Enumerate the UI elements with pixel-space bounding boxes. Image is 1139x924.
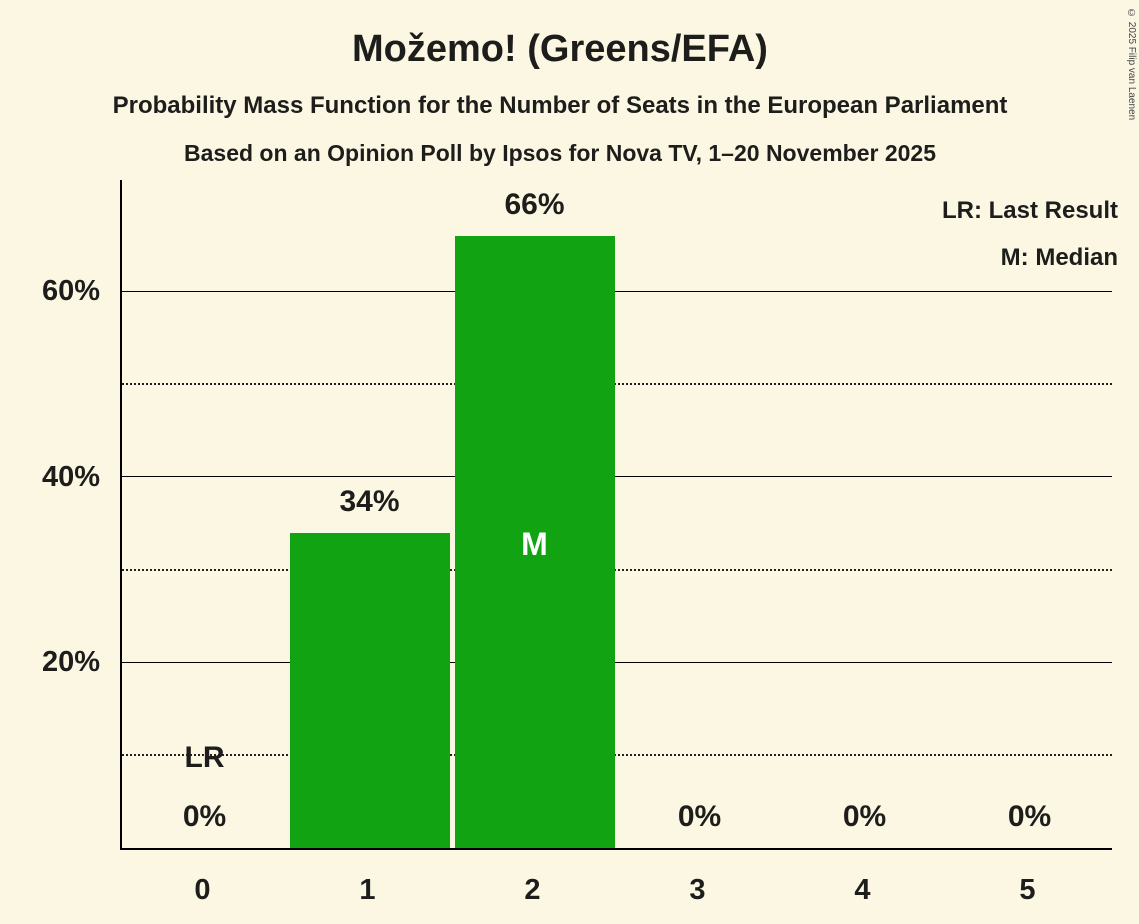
y-tick-label: 60%: [41, 275, 100, 308]
chart-source-line: Based on an Opinion Poll by Ipsos for No…: [184, 140, 936, 166]
x-tick-label: 4: [854, 874, 871, 906]
copyright-notice: © 2025 Filip van Laenen: [1126, 8, 1137, 121]
x-tick-label: 1: [359, 874, 376, 906]
y-tick-label: 40%: [41, 460, 100, 493]
x-axis-labels: 0 1 2 3 4 5: [120, 872, 1110, 912]
bar-value-label: 0%: [842, 800, 887, 833]
gridline-solid: [122, 290, 1112, 292]
chart-subtitle: Probability Mass Function for the Number…: [112, 92, 1008, 119]
gridline-solid: [122, 661, 1112, 663]
bar: [454, 235, 615, 848]
gridline-dotted: [122, 568, 1112, 571]
bar: [289, 532, 450, 848]
bar-value-label: 0%: [182, 800, 227, 833]
x-tick-label: 2: [524, 874, 541, 906]
bar-value-label: 0%: [677, 800, 722, 833]
gridline-dotted: [122, 754, 1112, 757]
y-tick-label: 20%: [41, 646, 100, 679]
bar-value-label: 0%: [1007, 800, 1052, 833]
last-result-label: LR: [184, 741, 225, 775]
median-label: M: [521, 525, 548, 562]
y-axis-labels: 20% 40% 60%: [0, 0, 100, 924]
x-tick-label: 0: [194, 874, 211, 906]
chart-title: Možemo! (Greens/EFA): [352, 28, 768, 70]
bar-value-label: 66%: [504, 187, 565, 221]
plot-area: 0% 34% 66% 0% 0% 0% M LR: [120, 180, 1112, 850]
legend: LR: Last Result M: Median: [942, 187, 1118, 281]
legend-last-result: LR: Last Result: [941, 197, 1118, 224]
gridline-solid: [122, 476, 1112, 478]
x-tick-label: 3: [689, 874, 706, 906]
bar-value-label: 34%: [339, 484, 400, 518]
x-tick-label: 5: [1019, 874, 1036, 906]
legend-median: M: Median: [1000, 244, 1118, 271]
gridline-dotted: [122, 383, 1112, 386]
